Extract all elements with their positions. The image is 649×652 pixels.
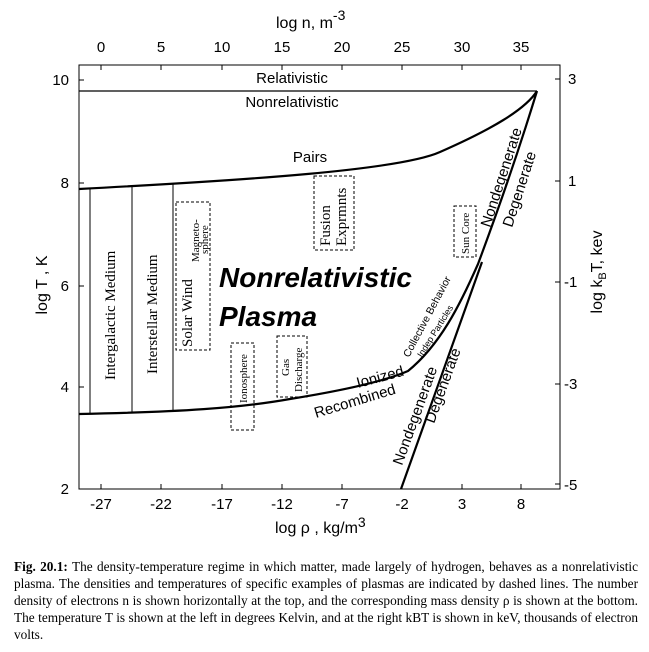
sun-core-label: Sun Core <box>460 213 472 254</box>
gas-discharge-box <box>276 335 308 398</box>
left-tick-label: 10 <box>52 72 69 89</box>
bottom-tick-label: -7 <box>335 496 348 513</box>
figure-caption: Fig. 20.1: The density-temperature regim… <box>14 558 638 643</box>
ionosphere-label: Ionosphere <box>238 354 250 403</box>
right-tick-label: -1 <box>564 274 577 291</box>
relativistic-label: Relativistic <box>256 70 328 87</box>
left-axis: 10 8 6 4 2 log T , K <box>34 72 84 498</box>
right-axis-label: log kBT, kev <box>589 231 609 314</box>
magnetosphere-label-2: sphere <box>199 225 211 254</box>
right-tick-label: -3 <box>564 376 577 393</box>
left-tick-label: 2 <box>61 481 69 498</box>
plot-frame <box>78 64 561 490</box>
right-axis: 3 1 -1 -3 -5 log kBT, kev <box>555 71 609 494</box>
bottom-tick-label: 8 <box>517 496 525 513</box>
bottom-tick-label: -22 <box>150 496 172 513</box>
caption-text: The density-temperature regime in which … <box>14 559 638 642</box>
top-axis: 0 5 10 15 20 25 30 35 log n, m-3 <box>97 7 530 70</box>
sun-core-box <box>453 205 477 258</box>
top-tick-label: 15 <box>274 39 291 56</box>
top-axis-label-base: log n, m <box>276 15 333 32</box>
bottom-tick-label: -2 <box>395 496 408 513</box>
boundary-curves <box>78 90 539 490</box>
bottom-tick-label: -17 <box>211 496 233 513</box>
region-labels: Relativistic Nonrelativistic Pairs Ioniz… <box>219 70 540 467</box>
fusion-label-1: Fusion <box>318 205 334 246</box>
plasma-title-line2: Plasma <box>219 301 317 332</box>
gas-discharge-label-2: Discharge <box>293 347 305 392</box>
intergalactic-label: Intergalactic Medium <box>103 250 119 380</box>
pairs-boundary <box>78 90 538 191</box>
plasma-regime-diagram: 0 5 10 15 20 25 30 35 log n, m-3 -27 -22… <box>34 7 609 537</box>
bottom-axis: -27 -22 -17 -12 -7 -2 3 8 log ρ , kg/m3 <box>90 484 525 537</box>
bottom-axis-label-exp: 3 <box>358 514 366 530</box>
bottom-axis-label-base: log ρ , kg/m <box>275 520 358 537</box>
right-axis-label-sub: B <box>597 272 609 279</box>
bottom-tick-label: -12 <box>271 496 293 513</box>
plasma-title-line1: Nonrelativistic <box>219 262 412 293</box>
right-tick-label: -5 <box>564 477 577 494</box>
right-axis-label-pre: log k <box>589 279 606 314</box>
caption-lead: Fig. 20.1: <box>14 559 68 574</box>
top-axis-label-exp: -3 <box>333 7 346 23</box>
bottom-axis-label: log ρ , kg/m3 <box>275 514 366 537</box>
right-tick-label: 1 <box>568 173 576 190</box>
solar-wind-box <box>175 201 211 351</box>
fusion-box <box>313 175 355 251</box>
gas-discharge-label-1: Gas <box>280 359 292 376</box>
solar-wind-label: Solar Wind <box>180 279 196 347</box>
degeneracy-line-lower <box>399 261 484 490</box>
top-tick-label: 35 <box>513 39 530 56</box>
example-plasmas: Intergalactic Medium Interstellar Medium… <box>89 175 477 431</box>
top-tick-label: 30 <box>454 39 471 56</box>
left-tick-label: 6 <box>61 278 69 295</box>
ionosphere-box <box>230 342 255 431</box>
top-tick-label: 0 <box>97 39 105 56</box>
magnetosphere-label-1: Magneto- <box>190 219 202 262</box>
bottom-tick-label: -27 <box>90 496 112 513</box>
top-tick-label: 25 <box>394 39 411 56</box>
pairs-label: Pairs <box>293 149 327 166</box>
top-tick-label: 10 <box>214 39 231 56</box>
left-tick-label: 4 <box>61 379 69 396</box>
left-tick-label: 8 <box>61 175 69 192</box>
ionization-degeneracy-boundary <box>78 90 539 416</box>
nonrelativistic-label: Nonrelativistic <box>245 94 339 111</box>
top-axis-label: log n, m-3 <box>276 7 346 32</box>
left-axis-label: log T , K <box>34 255 51 314</box>
top-tick-label: 5 <box>157 39 165 56</box>
right-tick-label: 3 <box>568 71 576 88</box>
interstellar-label: Interstellar Medium <box>145 254 161 374</box>
top-tick-label: 20 <box>334 39 351 56</box>
right-axis-label-post: T, kev <box>589 231 606 273</box>
bottom-tick-label: 3 <box>458 496 466 513</box>
fusion-label-2: Exprmnts <box>334 188 350 246</box>
